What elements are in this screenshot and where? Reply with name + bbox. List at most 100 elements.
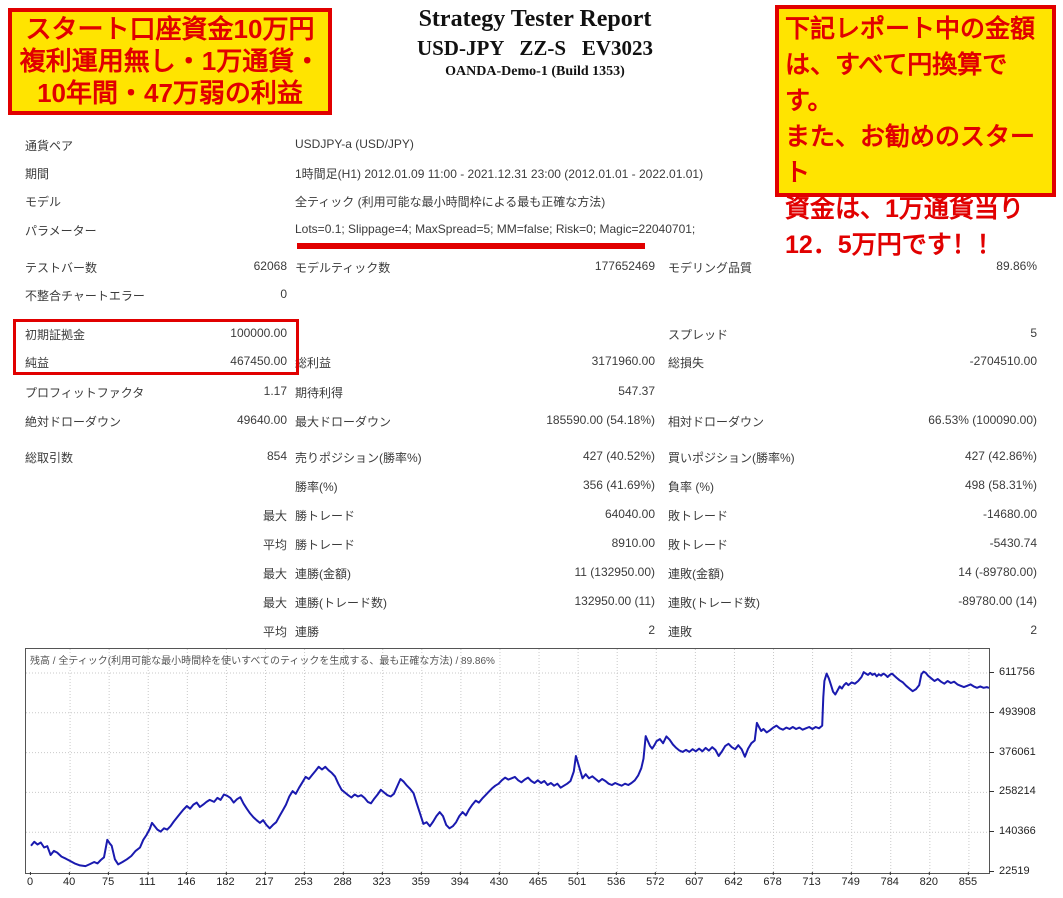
row-value: -5430.74 <box>989 536 1037 550</box>
x-tick-label: 111 <box>138 872 156 888</box>
annotation-line: 12．5万円です！！ <box>785 231 1002 259</box>
row-label: 連勝(金額) <box>295 567 351 581</box>
row-label: 総損失 <box>668 356 705 370</box>
report-row: パラメーター Lots=0.1; Slippage=4; MaxSpread=5;… <box>25 222 1038 238</box>
row-value: 547.37 <box>618 384 655 398</box>
x-tick-label: 713 <box>802 872 821 888</box>
balance-chart-canvas <box>26 649 989 873</box>
row-label: 通貨ペア <box>25 139 74 153</box>
x-tick-label: 855 <box>958 872 978 888</box>
y-tick-label: 493908 <box>989 705 1036 718</box>
row-label: プロフィットファクタ <box>25 386 145 400</box>
balance-chart: 残高 / 全ティック(利用可能な最小時間枠を使いすべてのティックを生成する、最も… <box>25 648 990 874</box>
row-label: 勝トレード <box>295 509 356 523</box>
y-tick-label: 376061 <box>989 745 1036 758</box>
chart-x-axis-labels: 0 40 75 111 146 182 217 253 288 323 359 394 430 465 50… <box>25 872 1025 892</box>
row-label: 初期証拠金 <box>25 328 86 342</box>
annotation-box-right: 下記レポート中の金額 は、すべて円換算です。 また、お勧めのスタート 資金は、1万通貨… <box>775 5 1056 259</box>
row-label: 連敗 <box>668 625 693 639</box>
row-label: モデルティック数 <box>295 261 391 275</box>
report-row: 期間 1時間足(H1) 2012.01.09 11:00 - 2021.12.31… <box>25 165 1038 181</box>
y-tick-label: 140366 <box>989 825 1036 838</box>
chart-y-axis-labels: 611756 493908 376061 258214 140366 22519 <box>989 648 1060 878</box>
row-value: 467450.00 <box>230 354 287 368</box>
x-tick-label: 146 <box>177 872 196 888</box>
row-label: 勝率(%) <box>295 480 338 494</box>
x-tick-label: 75 <box>102 872 115 888</box>
report-row: 最大 勝トレード 64040.00 敗トレード -14680.00 <box>25 507 1038 523</box>
row-label: モデル <box>25 195 62 209</box>
x-tick-label: 0 <box>26 872 34 888</box>
x-tick-label: 536 <box>607 872 626 888</box>
report-row: 初期証拠金 100000.00 スプレッド 5 <box>25 326 1038 342</box>
x-tick-label: 820 <box>919 872 939 888</box>
report-header: Strategy Tester Report USD-JPY ZZ-S EV30… <box>315 4 755 82</box>
annotation-line: また、お勧めのスタート <box>785 123 1036 187</box>
row-wide-value: Lots=0.1; Slippage=4; MaxSpread=5; MM=fa… <box>295 222 696 236</box>
row-label: 負率 (%) <box>668 480 714 494</box>
x-tick-label: 253 <box>294 872 313 888</box>
row-label: 相対ドローダウン <box>668 415 765 429</box>
row-value: 49640.00 <box>236 413 287 427</box>
report-row: 絶対ドローダウン 49640.00 最大ドローダウン 185590.00 (54.18… <box>25 413 1038 429</box>
x-tick-label: 749 <box>841 872 860 888</box>
row-value: 平均 <box>262 625 287 639</box>
row-value: 14 (-89780.00) <box>958 565 1037 579</box>
row-value: 177652469 <box>594 259 655 273</box>
row-label: モデリング品質 <box>668 261 753 275</box>
row-label: 連勝 <box>295 625 320 639</box>
row-wide-value: 全ティック (利用可能な最小時間枠による最も正確な方法) <box>295 195 606 209</box>
row-label: スプレッド <box>668 328 729 342</box>
y-tick-label: 611756 <box>989 666 1035 678</box>
row-label: 純益 <box>25 356 50 370</box>
row-label: 敗トレード <box>668 538 729 552</box>
row-value: 最大 <box>262 567 287 581</box>
page-title: Strategy Tester Report <box>418 6 652 32</box>
row-label: 総取引数 <box>25 451 74 465</box>
row-label: 連敗(金額) <box>668 567 724 581</box>
row-label: 敗トレード <box>668 509 729 523</box>
x-tick-label: 182 <box>216 872 235 888</box>
row-label: 絶対ドローダウン <box>25 415 122 429</box>
row-label: 最大ドローダウン <box>295 415 392 429</box>
chart-title: 残高 / 全ティック(利用可能な最小時間枠を使いすべてのティックを生成する、最も… <box>30 656 495 667</box>
row-value: 2 <box>648 623 655 637</box>
x-tick-label: 501 <box>567 872 587 888</box>
row-value: 5 <box>1030 326 1037 340</box>
row-label: 連勝(トレード数) <box>295 596 387 610</box>
annotation-line: スタート口座資金10万円 <box>25 14 315 44</box>
server-build-label: OANDA-Demo-1 (Build 1353) <box>445 64 625 79</box>
report-row: モデル 全ティック (利用可能な最小時間枠による最も正確な方法) <box>25 193 1038 209</box>
report-row: 平均 連勝 2 連敗 2 <box>25 623 1038 639</box>
y-tick-label: 258214 <box>989 785 1036 798</box>
row-value: -2704510.00 <box>969 354 1037 368</box>
row-value: 66.53% (100090.00) <box>928 413 1037 427</box>
row-value: 100000.00 <box>230 326 287 340</box>
report-row: 平均 勝トレード 8910.00 敗トレード -5430.74 <box>25 536 1038 552</box>
row-label: 不整合チャートエラー <box>25 289 145 303</box>
row-value: 854 <box>266 449 287 463</box>
row-label: 連敗(トレード数) <box>668 596 760 610</box>
row-label: 勝トレード <box>295 538 356 552</box>
row-value: 62068 <box>253 259 287 273</box>
annotation-line: は、すべて円換算です。 <box>785 51 1008 115</box>
row-label: 期間 <box>25 167 50 181</box>
row-value: 498 (58.31%) <box>964 478 1037 492</box>
row-label: 売りポジション(勝率%) <box>295 451 422 465</box>
row-value: 平均 <box>262 538 287 552</box>
symbol-strategy-title: USD-JPY ZZ-S EV3023 <box>416 36 654 60</box>
annotation-line: 10年間・47万弱の利益 <box>37 78 303 108</box>
x-tick-label: 323 <box>372 872 391 888</box>
x-tick-label: 394 <box>450 872 470 888</box>
row-value: 8910.00 <box>611 536 655 550</box>
row-label: パラメーター <box>25 224 97 238</box>
row-value: -14680.00 <box>982 507 1037 521</box>
report-row: 勝率(%) 356 (41.69%) 負率 (%) 498 (58.31%) <box>25 478 1038 494</box>
report-row: テストバー数 62068 モデルティック数 177652469 モデリング品質 89.86… <box>25 259 1038 275</box>
x-tick-label: 642 <box>724 872 743 888</box>
row-value: 89.86% <box>996 259 1037 273</box>
row-value: 132950.00 (11) <box>574 594 655 608</box>
x-tick-label: 288 <box>333 872 352 888</box>
report-row: プロフィットファクタ 1.17 期待利得 547.37 <box>25 384 1038 400</box>
